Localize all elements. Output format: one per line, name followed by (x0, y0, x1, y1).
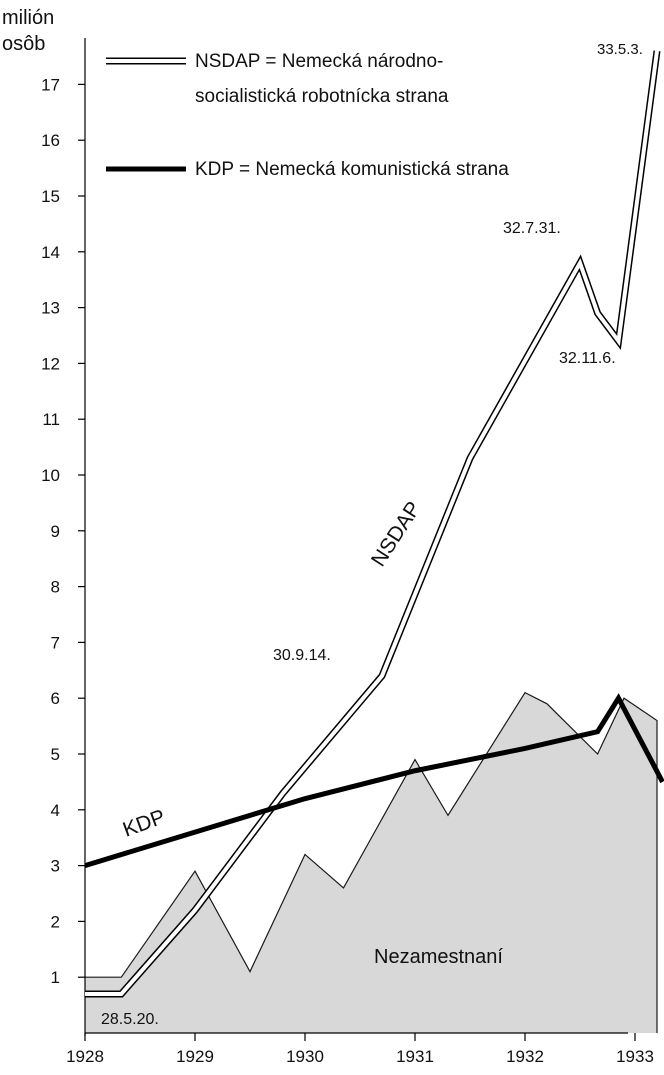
y-tick-label: 5 (51, 745, 60, 764)
y-tick-label: 8 (51, 578, 60, 597)
annotation-label: 32.11.6. (559, 350, 616, 367)
y-tick-label: 1 (51, 968, 60, 987)
y-axis-title: osôb (2, 33, 45, 55)
y-tick-label: 4 (51, 801, 60, 820)
unemployed-area (85, 691, 658, 1033)
unemployed-area-fill (85, 692, 657, 1033)
y-tick-label: 10 (41, 466, 60, 485)
legend-kdp-label: KDP = Nemecká komunistická strana (195, 159, 509, 180)
annotation-label: Nezamestnaní (374, 946, 503, 968)
y-tick-label: 3 (51, 857, 60, 876)
annotation-label: 32.7.31. (503, 220, 561, 237)
y-axis-title: milión (2, 7, 54, 29)
y-tick-label: 9 (51, 522, 60, 541)
x-tick-label: 1933 (616, 1047, 654, 1066)
x-tick-label: 1931 (396, 1047, 434, 1066)
annotation-label: 30.9.14. (273, 647, 331, 664)
y-tick-label: 7 (51, 633, 60, 652)
x-tick-label: 1928 (66, 1047, 104, 1066)
x-tick-label: 1932 (506, 1047, 544, 1066)
annotation-label: 28.5.20. (101, 1011, 159, 1028)
annotation-label: 33.5.3. (597, 41, 643, 58)
y-tick-label: 12 (41, 354, 60, 373)
annotation-label: KDP (120, 805, 168, 841)
y-tick-label: 14 (41, 243, 60, 262)
legend-nsdap-label-cont: socialistická robotnícka strana (195, 86, 449, 107)
series-lines (84, 50, 664, 998)
y-tick-label: 6 (51, 689, 60, 708)
y-tick-label: 17 (41, 75, 60, 94)
y-tick-label: 11 (42, 410, 60, 429)
kdp-line (84, 693, 664, 868)
x-tick-label: 1930 (286, 1047, 324, 1066)
x-tick-label: 1929 (176, 1047, 214, 1066)
unemployed-line (85, 691, 658, 1033)
legend: NSDAP = Nemecká národno-socialistická ro… (106, 51, 509, 180)
y-tick-label: 16 (41, 131, 60, 150)
y-tick-label: 2 (51, 912, 60, 931)
y-tick-label: 13 (41, 299, 60, 318)
nsdap-line-inner (85, 50, 659, 996)
y-tick-label: 15 (41, 187, 60, 206)
annotation-label: NSDAP (367, 498, 426, 571)
legend-nsdap-label: NSDAP = Nemecká národno- (195, 51, 443, 72)
